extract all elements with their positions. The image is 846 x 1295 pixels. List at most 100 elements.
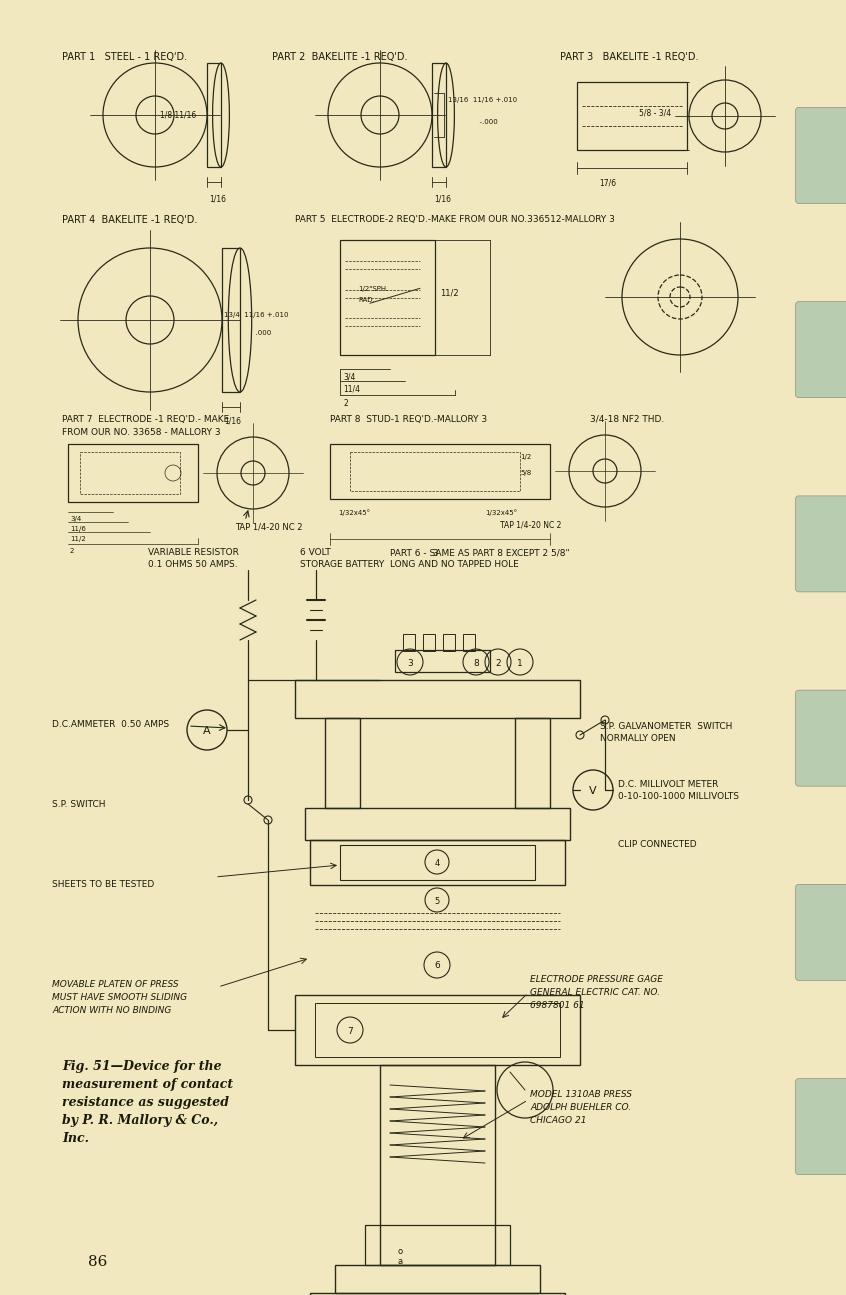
Bar [443,635,455,651]
Text: ACTION WITH NO BINDING: ACTION WITH NO BINDING [52,1006,172,1015]
Bar [305,808,570,840]
Bar [515,717,550,808]
Bar [432,63,446,167]
Text: ELECTRODE PRESSURE GAGE: ELECTRODE PRESSURE GAGE [530,975,663,984]
Bar [68,444,198,502]
Text: 11/2: 11/2 [70,536,85,543]
Text: GENERAL ELECTRIC CAT. NO.: GENERAL ELECTRIC CAT. NO. [530,988,660,997]
FancyBboxPatch shape [795,496,846,592]
Text: 3/4: 3/4 [343,373,355,382]
Text: ADOLPH BUEHLER CO.: ADOLPH BUEHLER CO. [530,1103,631,1112]
Text: 13/16  11/16 +.010: 13/16 11/16 +.010 [448,97,517,104]
Text: 1/8 11/16: 1/8 11/16 [160,111,196,120]
Text: A: A [203,726,211,736]
Text: CHICAGO 21: CHICAGO 21 [530,1116,586,1125]
Text: resistance as suggested: resistance as suggested [62,1096,229,1109]
Text: TAP 1/4-20 NC 2: TAP 1/4-20 NC 2 [235,523,303,532]
Text: .000: .000 [224,330,272,335]
FancyBboxPatch shape [795,690,846,786]
Bar [207,63,221,167]
Text: MUST HAVE SMOOTH SLIDING: MUST HAVE SMOOTH SLIDING [52,993,187,1002]
Text: 1/16: 1/16 [209,196,226,205]
Text: -.000: -.000 [448,119,497,126]
Text: 13/4  11/16 +.010: 13/4 11/16 +.010 [224,312,288,319]
Text: 11/6: 11/6 [70,526,86,532]
Text: measurement of contact: measurement of contact [62,1077,233,1090]
Text: S.P. GALVANOMETER  SWITCH: S.P. GALVANOMETER SWITCH [600,723,733,730]
Text: STORAGE BATTERY: STORAGE BATTERY [300,559,384,569]
Bar [350,452,520,491]
Text: PART 3   BAKELITE -1 REQ'D.: PART 3 BAKELITE -1 REQ'D. [560,52,699,62]
Bar [315,1004,560,1057]
Text: D.C.AMMETER  0.50 AMPS: D.C.AMMETER 0.50 AMPS [52,720,169,729]
Text: D.C. MILLIVOLT METER: D.C. MILLIVOLT METER [618,780,718,789]
Text: PART 6 - SAME AS PART 8 EXCEPT 2 5/8": PART 6 - SAME AS PART 8 EXCEPT 2 5/8" [390,548,569,557]
Text: 3: 3 [407,658,413,667]
Bar [365,1225,510,1265]
Text: 6: 6 [434,961,440,970]
Text: 17/6: 17/6 [599,177,616,186]
Bar [310,840,565,884]
Bar [577,82,687,150]
Text: 1: 1 [517,658,523,667]
Bar [463,635,475,651]
Bar [310,1292,565,1295]
Text: 11/2: 11/2 [440,289,459,298]
Text: o: o [398,1247,403,1256]
Text: VARIABLE RESISTOR: VARIABLE RESISTOR [148,548,239,557]
Text: 0-10-100-1000 MILLIVOLTS: 0-10-100-1000 MILLIVOLTS [618,793,739,802]
Text: 2: 2 [495,658,501,667]
Text: 5: 5 [434,896,440,905]
Text: 1/32x45°: 1/32x45° [485,509,517,515]
Text: RAD.: RAD. [358,298,375,303]
Bar [222,249,240,392]
Text: PART 2  BAKELITE -1 REQ'D.: PART 2 BAKELITE -1 REQ'D. [272,52,408,62]
Text: PART 5  ELECTRODE-2 REQ'D.-MAKE FROM OUR NO.336512-MALLORY 3: PART 5 ELECTRODE-2 REQ'D.-MAKE FROM OUR … [295,215,615,224]
Bar [295,995,580,1064]
Text: 5/8: 5/8 [520,470,531,477]
Text: Inc.: Inc. [62,1132,89,1145]
Text: PART 4  BAKELITE -1 REQ'D.: PART 4 BAKELITE -1 REQ'D. [62,215,197,225]
Text: CLIP CONNECTED: CLIP CONNECTED [618,840,696,850]
Text: LONG AND NO TAPPED HOLE: LONG AND NO TAPPED HOLE [390,559,519,569]
Bar [403,635,415,651]
Text: MOVABLE PLATEN OF PRESS: MOVABLE PLATEN OF PRESS [52,980,179,989]
Bar [380,1064,495,1265]
Text: by P. R. Mallory & Co.,: by P. R. Mallory & Co., [62,1114,218,1127]
Text: TAP 1/4-20 NC 2: TAP 1/4-20 NC 2 [500,521,562,530]
Bar [423,635,435,651]
Bar [80,452,180,493]
Text: a: a [398,1257,403,1267]
Text: 86: 86 [88,1255,107,1269]
Text: Fig. 51—Device for the: Fig. 51—Device for the [62,1061,222,1074]
Bar [335,1265,540,1292]
Text: 1/32x45°: 1/32x45° [338,509,370,515]
Text: 7: 7 [347,1027,353,1036]
Text: NORMALLY OPEN: NORMALLY OPEN [600,734,676,743]
Text: S.P. SWITCH: S.P. SWITCH [52,800,106,809]
Bar [330,444,550,499]
Text: 0.1 OHMS 50 AMPS.: 0.1 OHMS 50 AMPS. [148,559,238,569]
Bar [295,680,580,717]
Text: 2: 2 [343,399,348,408]
Text: PART 1   STEEL - 1 REQ'D.: PART 1 STEEL - 1 REQ'D. [62,52,187,62]
Text: 3/4: 3/4 [70,515,81,522]
Text: SHEETS TO BE TESTED: SHEETS TO BE TESTED [52,881,154,888]
FancyBboxPatch shape [795,1079,846,1175]
Text: 1/2: 1/2 [520,455,531,460]
Text: 3: 3 [432,549,437,558]
Text: V: V [589,786,596,796]
Text: 8: 8 [473,658,479,667]
Text: 6 VOLT: 6 VOLT [300,548,331,557]
Bar [340,240,435,355]
Text: PART 7  ELECTRODE -1 REQ'D.- MAKE: PART 7 ELECTRODE -1 REQ'D.- MAKE [62,414,229,423]
Bar [395,650,490,672]
Text: FROM OUR NO. 33658 - MALLORY 3: FROM OUR NO. 33658 - MALLORY 3 [62,429,221,436]
FancyBboxPatch shape [795,302,846,398]
Text: 1/2"SPH.: 1/2"SPH. [358,286,388,291]
Text: 2: 2 [70,548,74,554]
Bar [325,717,360,808]
Text: 1/16: 1/16 [224,417,241,426]
FancyBboxPatch shape [795,107,846,203]
Text: 11/4: 11/4 [343,385,360,394]
